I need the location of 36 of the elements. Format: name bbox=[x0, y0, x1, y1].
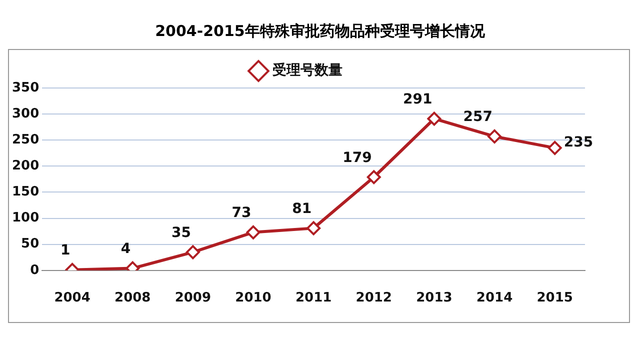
y-tick-label: 250 bbox=[12, 132, 40, 148]
chart-frame: 受理号数量 2004 2008 2009 2010 2011 2012 2013 2014 2015 0 50 100 150 200 250 300 350 1 4 35 73 81 179 291 257 235 bbox=[8, 49, 630, 323]
legend-label: 受理号数量 bbox=[272, 62, 342, 79]
data-label: 235 bbox=[564, 134, 594, 151]
x-tick-label: 2009 bbox=[174, 290, 212, 306]
data-label: 73 bbox=[232, 204, 252, 221]
x-tick-label: 2008 bbox=[114, 290, 151, 306]
chart-title: 2004-2015年特殊审批药物品种受理号增长情况 bbox=[154, 22, 486, 41]
x-tick-label: 2010 bbox=[235, 290, 272, 306]
y-tick-label: 100 bbox=[12, 210, 40, 226]
y-tick-label: 50 bbox=[21, 236, 40, 252]
point bbox=[548, 140, 562, 155]
point bbox=[306, 221, 321, 236]
point bbox=[427, 112, 442, 126]
point bbox=[186, 245, 200, 260]
data-label: 1 bbox=[60, 242, 70, 259]
point bbox=[246, 225, 260, 240]
y-tick-label: 300 bbox=[12, 106, 40, 122]
data-label: 291 bbox=[402, 91, 432, 108]
x-tick-label: 2013 bbox=[416, 290, 452, 306]
y-tick-label: 350 bbox=[12, 80, 40, 96]
y-tick-label: 200 bbox=[12, 158, 40, 174]
data-label: 81 bbox=[292, 200, 312, 217]
point bbox=[488, 129, 502, 144]
data-label: 179 bbox=[342, 150, 372, 166]
data-label: 4 bbox=[120, 240, 131, 257]
x-tick-label: 2012 bbox=[356, 290, 392, 306]
data-label: 257 bbox=[463, 109, 493, 126]
data-label: 35 bbox=[171, 224, 191, 241]
y-tick-label: 150 bbox=[12, 184, 40, 200]
x-tick-label: 2015 bbox=[536, 290, 573, 306]
point bbox=[366, 170, 381, 184]
x-tick-label: 2004 bbox=[54, 290, 90, 306]
x-tick-label: 2011 bbox=[295, 290, 332, 306]
x-tick-label: 2014 bbox=[476, 290, 513, 306]
y-tick-label: 0 bbox=[30, 262, 40, 278]
